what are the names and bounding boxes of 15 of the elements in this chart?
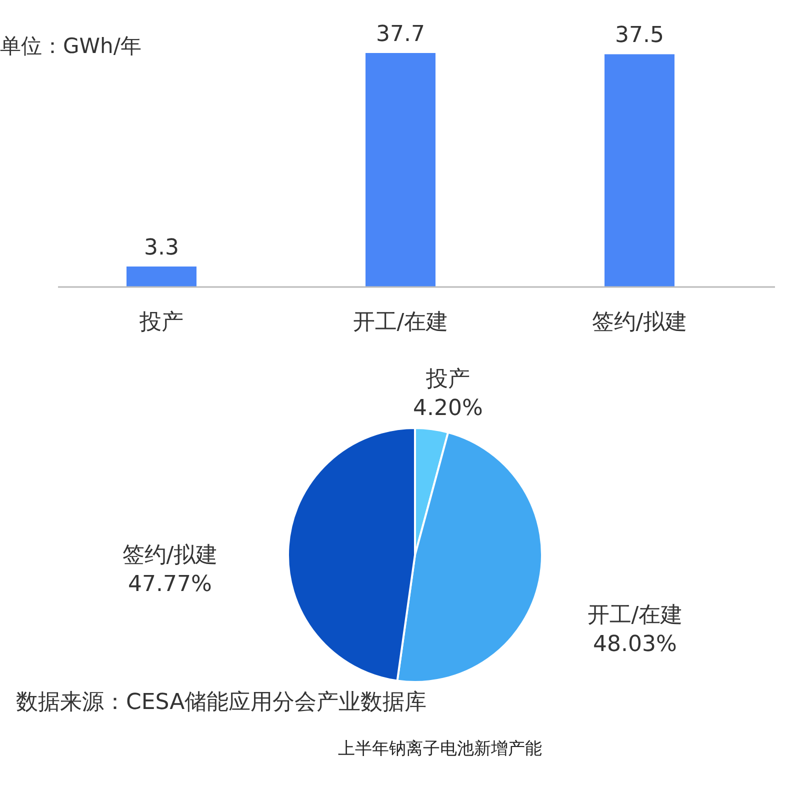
slice-label: 开工/在建 (587, 603, 683, 628)
data-label: 37.7 (376, 22, 425, 47)
slice-label: 签约/拟建 (122, 543, 218, 568)
data-label: 37.5 (615, 23, 664, 48)
data-label: 4.20% (413, 396, 483, 421)
text: 上半年钠离子电池新增产能 (338, 739, 542, 759)
y-axis-title: 单位：GWh/年 (0, 34, 142, 58)
data-label: 48.03% (593, 632, 677, 657)
data-label: 47.77% (128, 572, 212, 597)
x-tick-label: 签约/拟建 (592, 310, 688, 335)
source-note: 数据来源：CESA储能应用分会产业数据库 (16, 690, 427, 715)
slice-label: 投产 (425, 367, 470, 392)
x-tick-label: 开工/在建 (352, 310, 448, 335)
data-label: 3.3 (144, 236, 179, 261)
x-tick-label: 投产 (138, 310, 184, 335)
